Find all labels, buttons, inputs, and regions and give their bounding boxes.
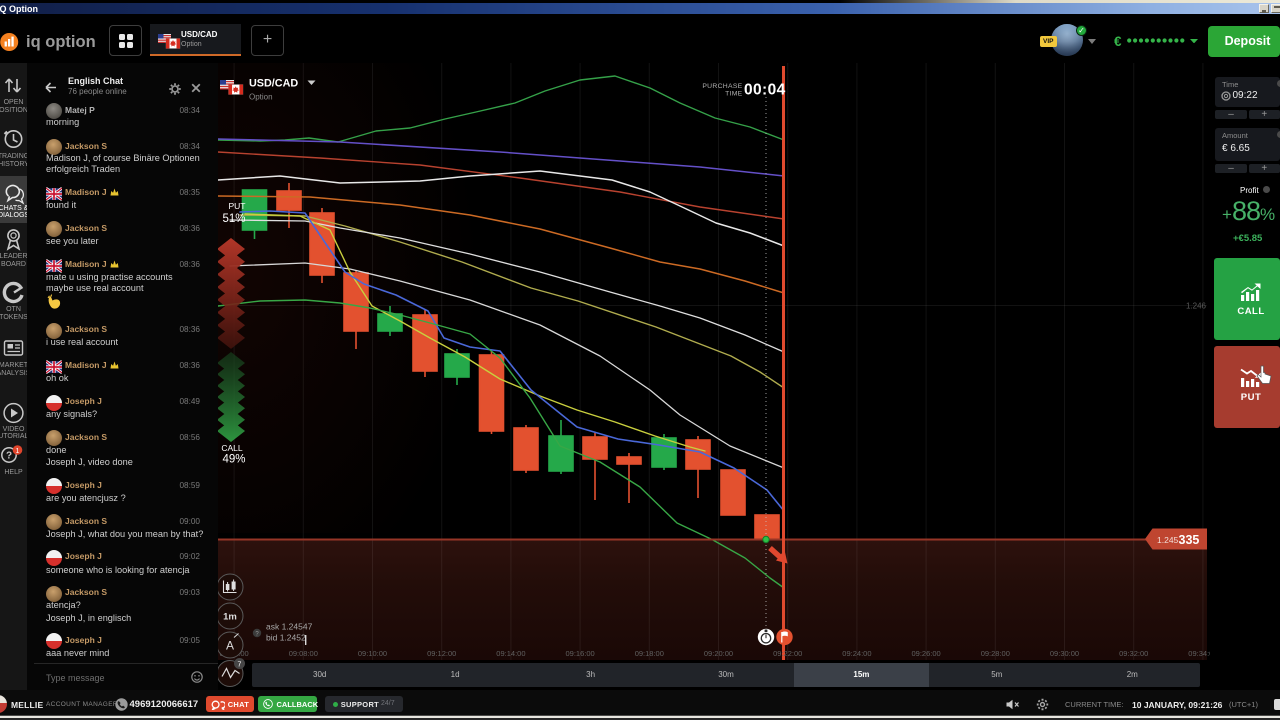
svg-text:09:08:00: 09:08:00	[289, 649, 318, 658]
svg-text:PURCHASE: PURCHASE	[702, 83, 742, 90]
svg-text:09:28:00: 09:28:00	[981, 649, 1010, 658]
svg-text:09:10:00: 09:10:00	[358, 649, 387, 658]
svg-text:1m: 1m	[223, 612, 237, 623]
svg-text:7: 7	[238, 662, 242, 669]
svg-text:?: ?	[6, 451, 12, 462]
svg-text:00:04: 00:04	[744, 82, 786, 99]
svg-text:ask 1.24547: ask 1.24547	[266, 622, 313, 632]
svg-text:335: 335	[1179, 533, 1200, 547]
svg-text:TIME: TIME	[725, 91, 743, 98]
svg-text:CALL: CALL	[221, 443, 243, 453]
svg-text:1: 1	[16, 448, 20, 455]
svg-text:51%: 51%	[222, 213, 245, 225]
svg-text:49%: 49%	[222, 454, 245, 466]
svg-text:A: A	[226, 639, 234, 653]
svg-text:09:30:00: 09:30:00	[1050, 649, 1079, 658]
svg-text:?: ?	[255, 632, 259, 638]
svg-text:09:26:00: 09:26:00	[911, 649, 940, 658]
svg-text:09:18:00: 09:18:00	[635, 649, 664, 658]
svg-text:09:24:00: 09:24:00	[842, 649, 871, 658]
svg-text:09:32:00: 09:32:00	[1119, 649, 1148, 658]
svg-text:09:14:00: 09:14:00	[496, 649, 525, 658]
svg-text:PUT: PUT	[229, 201, 246, 211]
svg-text:09:22:00: 09:22:00	[773, 649, 802, 658]
svg-text:09:20:00: 09:20:00	[704, 649, 733, 658]
svg-text:09:16:00: 09:16:00	[565, 649, 594, 658]
svg-text:bid 1.2452: bid 1.2452	[266, 633, 306, 643]
svg-text:09:12:00: 09:12:00	[427, 649, 456, 658]
svg-text:USD/CAD: USD/CAD	[249, 78, 298, 90]
svg-text:09:34:00: 09:34:00	[1188, 649, 1217, 658]
svg-text:1.245: 1.245	[1157, 535, 1179, 545]
svg-text:1.246: 1.246	[1186, 302, 1207, 311]
svg-text:Option: Option	[249, 93, 273, 102]
